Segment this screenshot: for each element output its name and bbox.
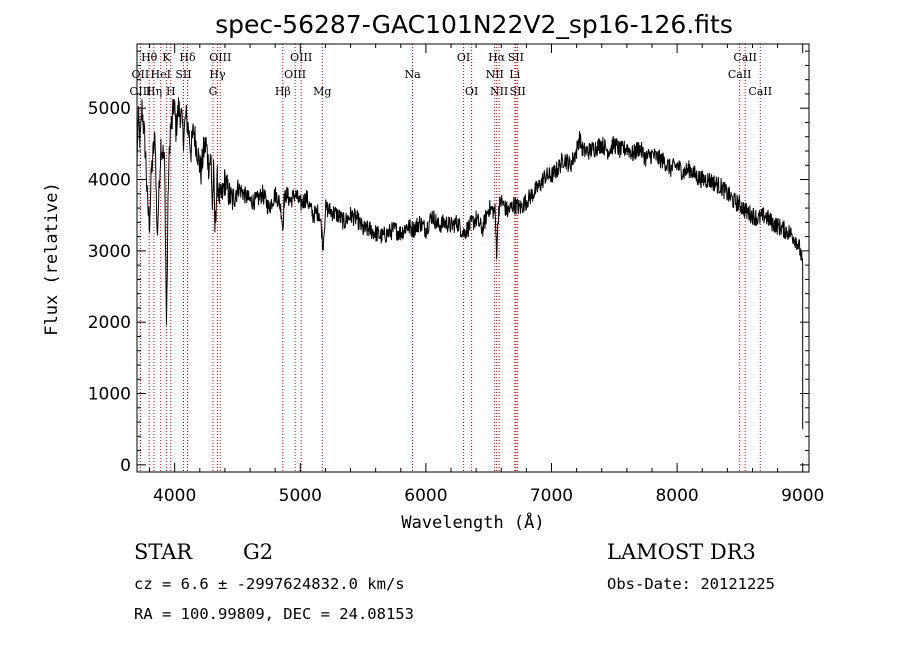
spectral-line-label: H bbox=[166, 85, 176, 98]
spectral-line-label: Hδ bbox=[179, 51, 196, 64]
spectral-line-label: HeI bbox=[151, 68, 171, 81]
object-subclass: G2 bbox=[243, 540, 273, 564]
spectral-line-label: NII bbox=[486, 68, 504, 81]
spectral-line-label: SII bbox=[175, 68, 191, 81]
spectral-line-label: OIII bbox=[284, 68, 306, 81]
spectral-line-label: G bbox=[209, 85, 218, 98]
observation-date: Obs-Date: 20121225 bbox=[607, 575, 775, 593]
spectrum-line bbox=[136, 97, 804, 430]
spectral-line-markers bbox=[139, 44, 761, 472]
y-axis-label: Flux (relative) bbox=[42, 182, 62, 336]
spectral-line-label: OII bbox=[132, 68, 150, 81]
spectral-line-label: NII bbox=[490, 85, 508, 98]
spectral-line-label: Li bbox=[509, 68, 520, 81]
spectral-line-label: CaII bbox=[748, 85, 772, 98]
y-tick-label: 4000 bbox=[88, 171, 131, 191]
spectral-line-label: Hη bbox=[146, 85, 162, 98]
x-tick-label: 7000 bbox=[530, 486, 573, 506]
y-tick-label: 1000 bbox=[88, 385, 131, 405]
spectral-line-label: Hβ bbox=[275, 85, 291, 98]
y-tick-label: 2000 bbox=[88, 313, 131, 333]
spectral-line-label: OI bbox=[465, 85, 478, 98]
spectral-line-label: OIII bbox=[129, 85, 151, 98]
coordinates: RA = 100.99809, DEC = 24.08153 bbox=[134, 605, 414, 623]
y-axis-ticks: 0 1000 2000 3000 4000 5000 bbox=[88, 50, 809, 476]
spectral-line-label: Na bbox=[404, 68, 421, 81]
redshift-info: cz = 6.6 ± -2997624832.0 km/s bbox=[134, 575, 405, 593]
spectral-line-label: Hγ bbox=[209, 68, 226, 81]
x-tick-label: 6000 bbox=[404, 486, 447, 506]
spectral-line-label: CaII bbox=[733, 51, 757, 64]
spectral-line-label: SII bbox=[510, 85, 526, 98]
spectral-line-label: OIII bbox=[209, 51, 231, 64]
x-tick-label: 5000 bbox=[279, 486, 322, 506]
object-class: STAR bbox=[134, 540, 193, 564]
plot-frame bbox=[136, 43, 810, 473]
spectral-line-label: CaII bbox=[728, 68, 752, 81]
y-tick-label: 0 bbox=[120, 456, 131, 476]
spectral-line-label: OIII bbox=[290, 51, 312, 64]
y-tick-label: 5000 bbox=[88, 99, 131, 119]
spectral-line-label: Hα bbox=[488, 51, 506, 64]
x-tick-label: 4000 bbox=[153, 486, 196, 506]
x-axis-label: Wavelength (Å) bbox=[401, 511, 544, 533]
spectral-line-label: SII bbox=[508, 51, 524, 64]
x-tick-label: 8000 bbox=[655, 486, 698, 506]
spectral-line-label: Hθ bbox=[141, 51, 158, 64]
chart-title: spec-56287-GAC101N22V2_sp16-126.fits bbox=[215, 10, 733, 39]
x-tick-label: 9000 bbox=[781, 486, 824, 506]
y-tick-label: 3000 bbox=[88, 242, 131, 262]
x-axis-ticks: 4000 5000 6000 7000 8000 9000 bbox=[149, 44, 824, 506]
spectral-line-label: OI bbox=[457, 51, 470, 64]
survey-name: LAMOST DR3 bbox=[607, 540, 756, 564]
spectral-line-label: Mg bbox=[313, 85, 331, 98]
spectral-line-label: K bbox=[162, 51, 171, 64]
